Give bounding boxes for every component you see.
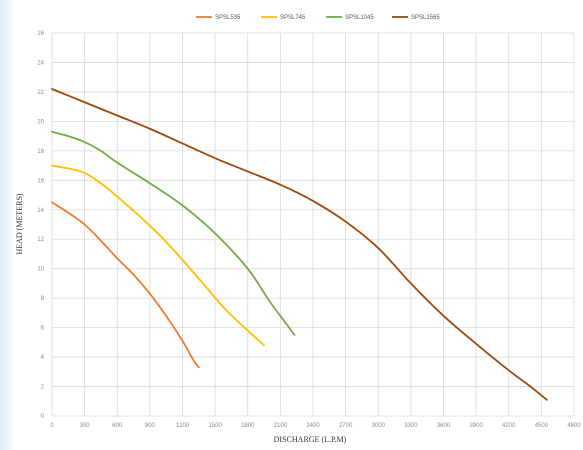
y-tick-label: 14 bbox=[37, 208, 44, 214]
series-line-spsl535 bbox=[51, 201, 200, 369]
y-tick-label: 0 bbox=[41, 414, 45, 420]
x-tick-label: 4200 bbox=[502, 423, 516, 429]
x-tick-label: 2100 bbox=[274, 423, 288, 429]
y-tick-label: 6 bbox=[41, 326, 45, 332]
x-tick-label: 600 bbox=[112, 423, 123, 429]
y-tick-label: 2 bbox=[41, 385, 45, 391]
legend-label-spsl535: SPSL535 bbox=[215, 15, 241, 21]
y-tick-label: 4 bbox=[41, 355, 45, 361]
x-tick-label: 2700 bbox=[339, 423, 353, 429]
y-tick-label: 20 bbox=[37, 119, 44, 125]
legend-label-spsl745: SPSL745 bbox=[280, 15, 306, 21]
x-tick-label: 4800 bbox=[567, 423, 581, 429]
x-tick-label: 1200 bbox=[176, 423, 190, 429]
x-tick-label: 3600 bbox=[437, 423, 451, 429]
y-tick-label: 16 bbox=[37, 178, 44, 184]
y-tick-label: 24 bbox=[37, 60, 44, 66]
series-line-spsl1045 bbox=[51, 130, 296, 336]
legend-label-spsl1045: SPSL1045 bbox=[345, 15, 374, 21]
y-tick-label: 12 bbox=[37, 237, 44, 243]
x-tick-label: 4500 bbox=[535, 423, 549, 429]
x-tick-label: 0 bbox=[50, 423, 54, 429]
y-tick-label: 26 bbox=[37, 31, 44, 37]
y-tick-label: 10 bbox=[37, 267, 44, 273]
series-line-spsl1565 bbox=[51, 88, 548, 401]
x-tick-label: 2400 bbox=[306, 423, 320, 429]
x-axis-title: DISCHARGE (L.P.M) bbox=[274, 435, 347, 444]
x-tick-label: 3000 bbox=[372, 423, 386, 429]
y-tick-label: 22 bbox=[37, 90, 44, 96]
x-tick-label: 900 bbox=[145, 423, 156, 429]
y-axis-title: HEAD (METERS) bbox=[15, 193, 24, 254]
series-lines bbox=[51, 88, 548, 401]
x-tick-label: 3300 bbox=[404, 423, 418, 429]
gridlines bbox=[51, 32, 575, 417]
legend-label-spsl1565: SPSL1565 bbox=[411, 15, 440, 21]
y-tick-label: 18 bbox=[37, 149, 44, 155]
x-tick-label: 300 bbox=[80, 423, 91, 429]
x-tick-label: 1800 bbox=[241, 423, 255, 429]
x-tick-label: 1500 bbox=[208, 423, 222, 429]
series-line-spsl745 bbox=[51, 164, 265, 347]
y-tick-label: 8 bbox=[41, 296, 45, 302]
legend: SPSL535 SPSL745 SPSL1045 SPSL1565 bbox=[196, 15, 440, 21]
x-axis-ticks: 0 300 600 900 1200 1500 1800 2100 2400 2700 3000 33… bbox=[50, 423, 581, 429]
background-strip bbox=[0, 0, 16, 450]
x-tick-label: 3900 bbox=[469, 423, 483, 429]
